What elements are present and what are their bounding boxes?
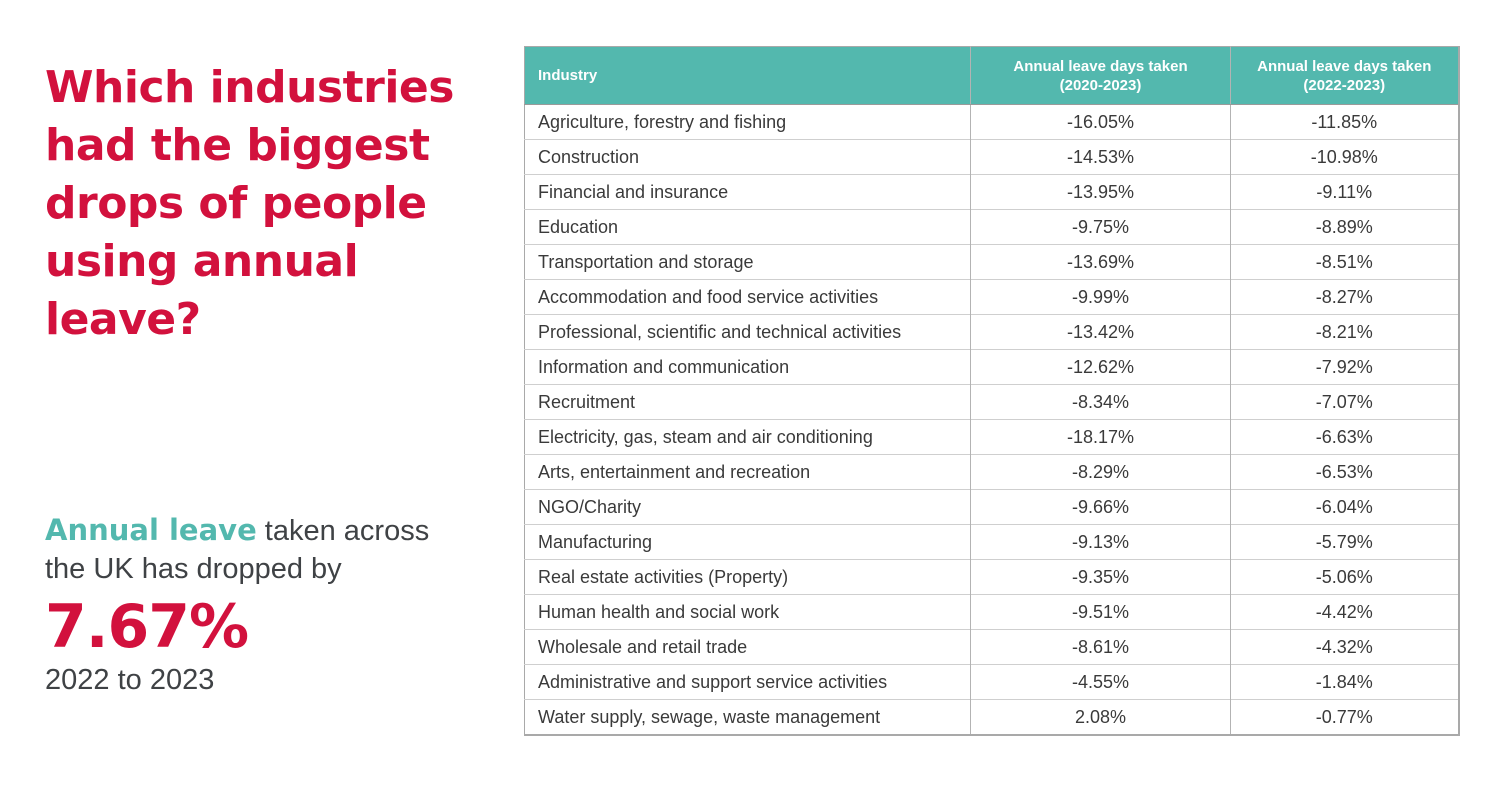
industry-cell: Professional, scientific and technical a… [524,314,971,350]
industry-cell: Financial and insurance [524,174,971,210]
value-2020-2023-cell: 2.08% [970,699,1231,735]
value-2020-2023-cell: -13.69% [970,244,1231,280]
industry-cell: Education [524,209,971,245]
table-row: Electricity, gas, steam and air conditio… [524,419,1459,455]
value-2022-2023-cell: -0.77% [1230,699,1459,735]
column-header-sublabel: (2020-2023) [1059,76,1142,94]
table-row: Wholesale and retail trade -8.61% -4.32% [524,629,1459,665]
value-2020-2023-cell: -9.99% [970,279,1231,315]
table-row: Manufacturing -9.13% -5.79% [524,524,1459,560]
value-2022-2023-cell: -11.85% [1230,104,1459,140]
summary-block: Annual leave taken across the UK has dro… [45,511,515,698]
column-header-label: Annual leave days taken [1013,57,1188,75]
table-row: Financial and insurance -13.95% -9.11% [524,174,1459,210]
value-2020-2023-cell: -8.34% [970,384,1231,420]
value-2022-2023-cell: -8.51% [1230,244,1459,280]
value-2022-2023-cell: -7.92% [1230,349,1459,385]
value-2022-2023-cell: -6.63% [1230,419,1459,455]
value-2022-2023-cell: -9.11% [1230,174,1459,210]
industry-table-container: Industry Annual leave days taken (2020-2… [524,46,1460,736]
industry-cell: Transportation and storage [524,244,971,280]
industry-cell: Recruitment [524,384,971,420]
table-row: NGO/Charity -9.66% -6.04% [524,489,1459,525]
table-body: Agriculture, forestry and fishing -16.05%… [524,104,1459,735]
value-2020-2023-cell: -14.53% [970,139,1231,175]
value-2022-2023-cell: -1.84% [1230,664,1459,700]
column-header-label: Annual leave days taken [1257,57,1432,75]
value-2020-2023-cell: -9.66% [970,489,1231,525]
value-2020-2023-cell: -9.35% [970,559,1231,595]
table-row: Real estate activities (Property) -9.35% -… [524,559,1459,595]
industry-cell: Water supply, sewage, waste management [524,699,971,735]
period-label: 2022 to 2023 [45,664,215,696]
industry-table: Industry Annual leave days taken (2020-2… [524,46,1460,736]
table-row: Accommodation and food service activitie… [524,279,1459,315]
value-2022-2023-cell: -5.06% [1230,559,1459,595]
table-row: Arts, entertainment and recreation -8.29%… [524,454,1459,490]
value-2022-2023-cell: -8.21% [1230,314,1459,350]
industry-cell: Arts, entertainment and recreation [524,454,971,490]
summary-line2: the UK has dropped by [45,553,342,585]
leave-2020-2023-column-header: Annual leave days taken (2020-2023) [970,46,1231,105]
page-title: Which industries had the biggest drops o… [45,62,454,346]
value-2022-2023-cell: -4.32% [1230,629,1459,665]
value-2022-2023-cell: -7.07% [1230,384,1459,420]
value-2022-2023-cell: -5.79% [1230,524,1459,560]
value-2020-2023-cell: -9.51% [970,594,1231,630]
value-2020-2023-cell: -13.42% [970,314,1231,350]
table-row: Construction -14.53% -10.98% [524,139,1459,175]
value-2020-2023-cell: -18.17% [970,419,1231,455]
value-2022-2023-cell: -6.53% [1230,454,1459,490]
value-2022-2023-cell: -6.04% [1230,489,1459,525]
table-row: Agriculture, forestry and fishing -16.05%… [525,104,1459,140]
industry-cell: Agriculture, forestry and fishing [538,111,787,132]
industry-cell: Administrative and support service activ… [524,664,971,700]
summary-line: Annual leave taken across [45,511,515,550]
leave-2022-2023-column-header: Annual leave days taken (2022-2023) [1230,46,1459,105]
table-row: Water supply, sewage, waste management 2.… [524,699,1459,735]
value-2020-2023-cell: -8.61% [970,629,1231,665]
stat-value: 7.67% [45,592,249,662]
annual-leave-highlight: Annual leave [45,513,257,547]
table-row: Administrative and support service activ… [524,664,1459,700]
column-header-label: Industry [538,67,598,84]
value-2020-2023-cell: -8.29% [970,454,1231,490]
value-2022-2023-cell: -8.27% [1230,279,1459,315]
value-2020-2023-cell: -13.95% [970,174,1231,210]
table-row: Professional, scientific and technical a… [524,314,1459,350]
industry-cell: Electricity, gas, steam and air conditio… [524,419,971,455]
table-row: Education -9.75% -8.89% [524,209,1459,245]
industry-column-header: Industry [524,46,971,105]
industry-cell: Accommodation and food service activitie… [524,279,971,315]
value-2020-2023-cell: -4.55% [970,664,1231,700]
summary-line1-rest: taken across [256,515,430,547]
table-row: Recruitment -8.34% -7.07% [524,384,1459,420]
industry-cell: Human health and social work [524,594,971,630]
industry-cell: Construction [524,139,971,175]
value-2022-2023-cell: -8.89% [1230,209,1459,245]
industry-cell: Manufacturing [524,524,971,560]
value-2022-2023-cell: -10.98% [1230,139,1459,175]
industry-cell: Information and communication [524,349,971,385]
table-row: Information and communication -12.62% -7.9… [524,349,1459,385]
value-2020-2023-cell: -9.75% [970,209,1231,245]
table-row: Transportation and storage -13.69% -8.51% [524,244,1459,280]
column-header-sublabel: (2022-2023) [1303,76,1386,94]
industry-cell: Real estate activities (Property) [524,559,971,595]
table-row: Human health and social work -9.51% -4.42% [524,594,1459,630]
industry-cell: NGO/Charity [524,489,971,525]
industry-cell: Wholesale and retail trade [524,629,971,665]
value-2020-2023-cell: -9.13% [970,524,1231,560]
value-2020-2023-cell: -12.62% [970,349,1231,385]
value-2022-2023-cell: -4.42% [1230,594,1459,630]
table-header-row: Industry Annual leave days taken (2020-2… [524,46,1459,105]
value-2020-2023-cell: -16.05% [970,104,1231,140]
